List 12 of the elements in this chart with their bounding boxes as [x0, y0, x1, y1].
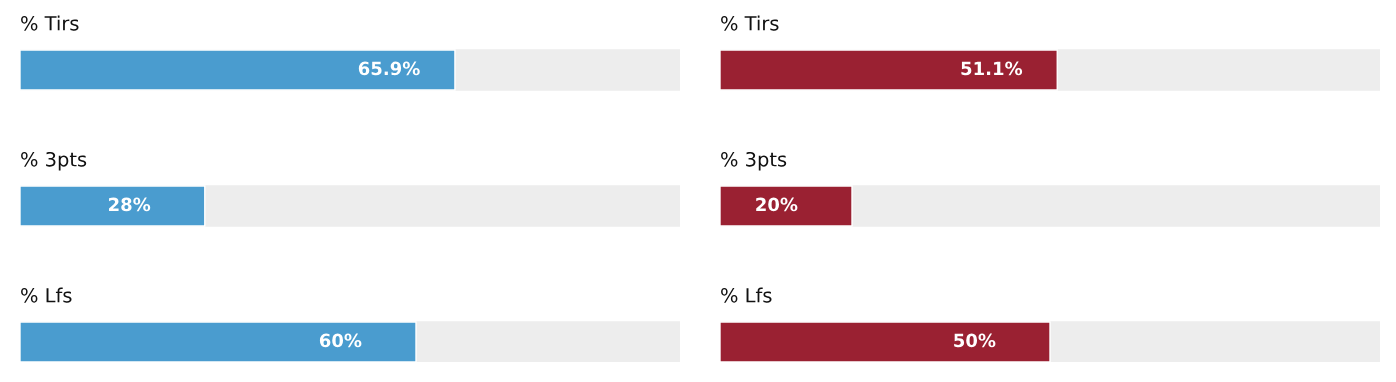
data-label: 20% — [756, 197, 798, 212]
y-tick-label: % Lfs — [721, 287, 772, 303]
data-label: 65.9% — [358, 61, 420, 76]
y-tick-label: % Tirs — [21, 15, 79, 31]
data-label: 60% — [319, 333, 362, 348]
y-tick-label: % 3pts — [721, 151, 787, 171]
data-label: 28% — [109, 197, 151, 212]
y-tick-label: % Lfs — [21, 287, 72, 303]
data-label: 51.1% — [961, 61, 1023, 76]
data-label: 50% — [954, 333, 996, 348]
y-tick-label: % Tirs — [721, 15, 779, 31]
y-tick-label: % 3pts — [21, 151, 87, 171]
